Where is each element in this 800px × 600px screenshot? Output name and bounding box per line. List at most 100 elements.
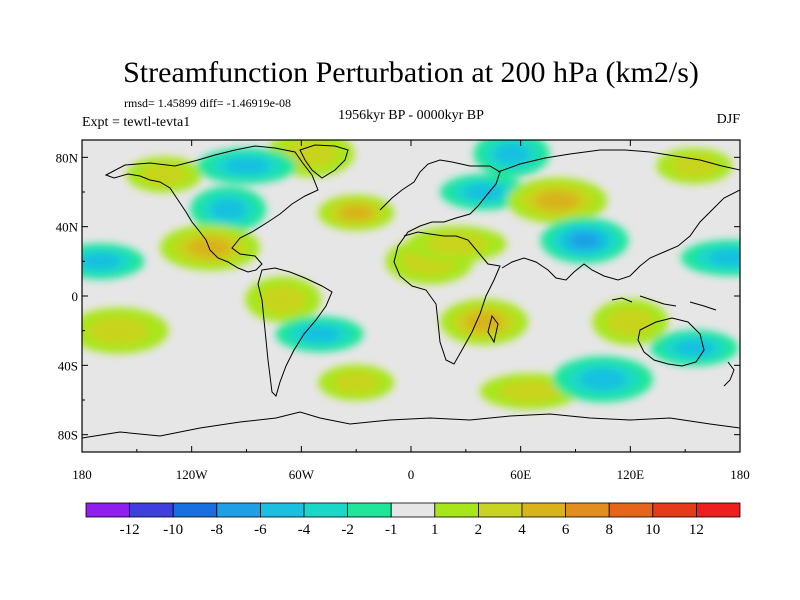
contour-level: [464, 311, 504, 333]
colorbar-label: -6: [254, 522, 267, 538]
colorbar-label: -10: [163, 522, 183, 538]
colorbar-label: 1: [431, 522, 439, 538]
stats-line: rmsd= 1.45899 diff= -1.46919e-08: [124, 96, 291, 110]
anomaly-blob: [406, 226, 507, 262]
anomaly-fields: [82, 140, 740, 410]
anomaly-blob: [473, 140, 550, 177]
colorbar-swatch: [696, 502, 741, 518]
colorbar-label: 6: [562, 522, 570, 538]
anomaly-blob: [507, 177, 608, 224]
x-tick-label: 60W: [289, 467, 315, 482]
colorbar-label: -1: [385, 522, 398, 538]
y-tick-label: 80S: [58, 428, 78, 443]
contour-level: [87, 316, 150, 345]
anomaly-blob: [680, 239, 740, 276]
colorbar: -12 -10 -8 -6 -4 -2 -1 1 2 4 6 8 10 12: [85, 502, 741, 538]
new-zealand-coastline: [723, 361, 735, 387]
anomaly-blob: [318, 194, 395, 231]
colorbar-swatch: [521, 502, 566, 518]
contour-level: [464, 184, 504, 200]
x-tick-label: 0: [408, 467, 415, 482]
contour-level: [339, 204, 374, 221]
contour-level: [300, 326, 340, 343]
colorbar-label: -4: [298, 522, 311, 538]
colorbar-swatch: [652, 502, 697, 518]
colorbar-label: 10: [645, 522, 660, 538]
colorbar-label: 8: [605, 522, 613, 538]
anomaly-blob: [190, 186, 267, 233]
contour-level: [670, 154, 718, 178]
anomaly-blob: [440, 299, 529, 345]
contour-level: [674, 340, 714, 356]
contour-level: [259, 285, 307, 314]
anomaly-blob: [245, 276, 322, 323]
colorbar-swatch: [172, 502, 218, 518]
colorbar-label: 12: [689, 522, 704, 538]
europe-africa-coastline: [379, 159, 501, 365]
contour-level: [425, 232, 488, 256]
greenland-coastline: [299, 144, 349, 179]
colorbar-swatch: [608, 502, 654, 518]
experiment-label: Expt = tewtl-tevta1: [82, 115, 190, 130]
antarctica-coastline: [82, 411, 740, 439]
x-tick-label: 120W: [176, 467, 209, 482]
contour-level: [499, 380, 561, 403]
colorbar-swatch: [347, 502, 392, 518]
y-tick-label: 80N: [56, 150, 79, 165]
colorbar-swatch: [303, 502, 348, 518]
y-axis: 80N 40N 0 40S 80S: [56, 150, 740, 443]
anomaly-blob: [440, 174, 529, 210]
anomaly-blob: [540, 217, 629, 264]
season-label: DJF: [717, 112, 741, 127]
y-tick-label: 40S: [58, 358, 78, 373]
colorbar-swatch: [85, 502, 130, 518]
australia-coastline: [637, 317, 705, 367]
anomaly-blob: [656, 148, 733, 184]
anomaly-blob: [196, 148, 297, 184]
colorbar-swatch: [390, 502, 436, 518]
contour-level: [140, 163, 188, 186]
colorbar-label: 2: [475, 522, 483, 538]
colorbar-swatch: [216, 502, 261, 518]
south-america-coastline: [257, 267, 333, 397]
asia-coastline: [497, 149, 740, 281]
colorbar-label: -12: [120, 522, 140, 538]
map-background: [82, 140, 740, 452]
indonesia-coastline: [611, 295, 717, 311]
x-tick-label: 120E: [617, 467, 645, 482]
anomaly-blob: [552, 356, 653, 403]
period-label: 1956kyr BP - 0000kyr BP: [338, 108, 484, 123]
colorbar-swatch: [565, 502, 610, 518]
anomaly-blob: [159, 224, 260, 271]
colorbar-swatch: [434, 502, 479, 518]
anomaly-blob: [82, 307, 169, 354]
contour-level: [283, 140, 338, 169]
chart-title: Streamfunction Perturbation at 200 hPa (…: [123, 56, 699, 89]
anomaly-blob: [82, 243, 145, 280]
contour-level: [494, 143, 529, 165]
colorbar-swatch: [129, 502, 174, 518]
contour-level: [224, 158, 269, 174]
contour-level: [332, 371, 380, 394]
anomaly-blob: [650, 330, 739, 366]
colorbar-swatch: [477, 502, 523, 518]
contour-level: [569, 232, 600, 249]
colorbar-label: 4: [518, 522, 526, 538]
contour-level: [187, 237, 233, 258]
contour-level: [580, 368, 626, 390]
colorbar-swatch: [259, 502, 305, 518]
colorbar-label: -2: [341, 522, 354, 538]
contour-level: [82, 253, 120, 270]
anomaly-blob: [318, 364, 395, 401]
x-axis: 180 120W 60W 0 60E 120E 180: [72, 140, 750, 482]
anomaly-blob: [275, 316, 364, 353]
contour-level: [211, 199, 246, 220]
contour-level: [535, 190, 580, 211]
x-tick-label: 180: [72, 467, 92, 482]
coastlines: [82, 144, 740, 439]
y-tick-label: 40N: [56, 220, 79, 235]
x-tick-label: 180: [730, 467, 750, 482]
contour-level: [606, 307, 654, 337]
madagascar-coastline: [487, 314, 499, 344]
